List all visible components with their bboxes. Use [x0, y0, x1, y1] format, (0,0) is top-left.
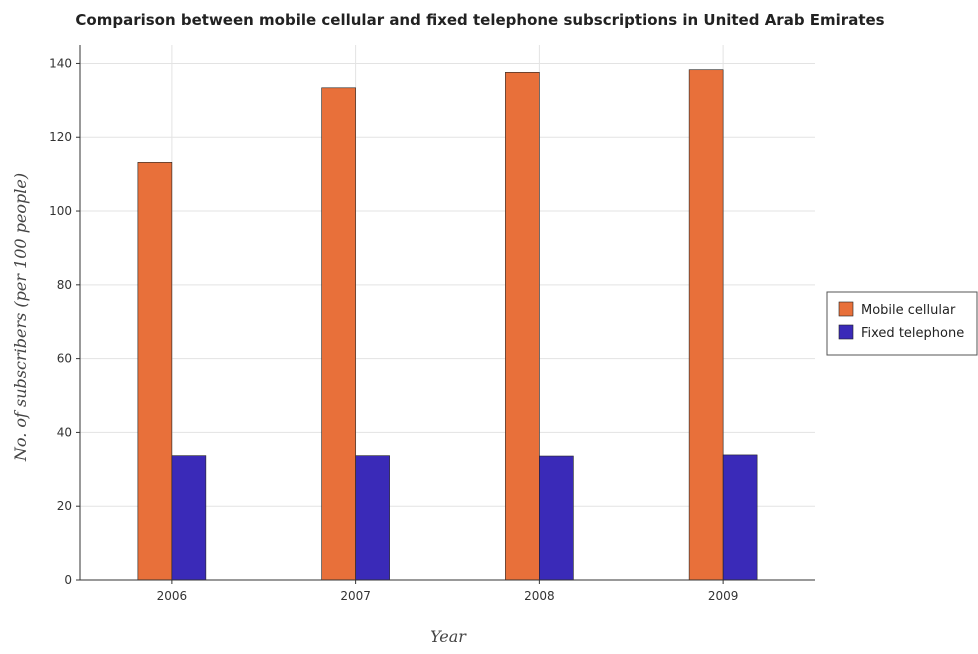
bar-fixed-telephone: [355, 455, 390, 581]
y-tick-label: 60: [57, 352, 72, 366]
bar-mobile-cellular: [321, 87, 356, 581]
y-tick-label: 0: [64, 573, 72, 587]
legend-swatch: [838, 301, 854, 317]
bar-mobile-cellular: [505, 72, 540, 581]
x-tick-label: 2009: [708, 589, 739, 603]
x-axis-label: Year: [430, 627, 467, 646]
y-tick-label: 80: [57, 278, 72, 292]
legend-swatch: [838, 324, 854, 340]
x-tick-label: 2007: [340, 589, 371, 603]
y-tick-label: 40: [57, 425, 72, 439]
chart-title: Comparison between mobile cellular and f…: [75, 11, 884, 29]
x-tick-label: 2006: [157, 589, 188, 603]
bar-mobile-cellular: [137, 162, 173, 581]
y-tick-label: 100: [49, 204, 72, 218]
y-tick-label: 120: [49, 130, 72, 144]
legend-label: Fixed telephone: [861, 326, 964, 341]
x-tick-label: 2008: [524, 589, 555, 603]
y-axis-label: No. of subscribers (per 100 people): [11, 173, 30, 462]
bar-fixed-telephone: [171, 455, 207, 581]
bar-fixed-telephone: [722, 454, 758, 581]
tick-labels: 0 20 40 60 80 100 120 140 2006 2007 2008 2009: [49, 56, 738, 603]
y-tick-label: 20: [57, 499, 72, 513]
bars: [137, 69, 758, 581]
axes: [76, 45, 815, 584]
bar-fixed-telephone: [539, 455, 574, 581]
bar-mobile-cellular: [688, 69, 724, 581]
legend: Mobile cellular Fixed telephone: [826, 291, 978, 356]
legend-box: [826, 291, 978, 356]
legend-label: Mobile cellular: [861, 303, 956, 318]
y-tick-label: 140: [49, 56, 72, 70]
